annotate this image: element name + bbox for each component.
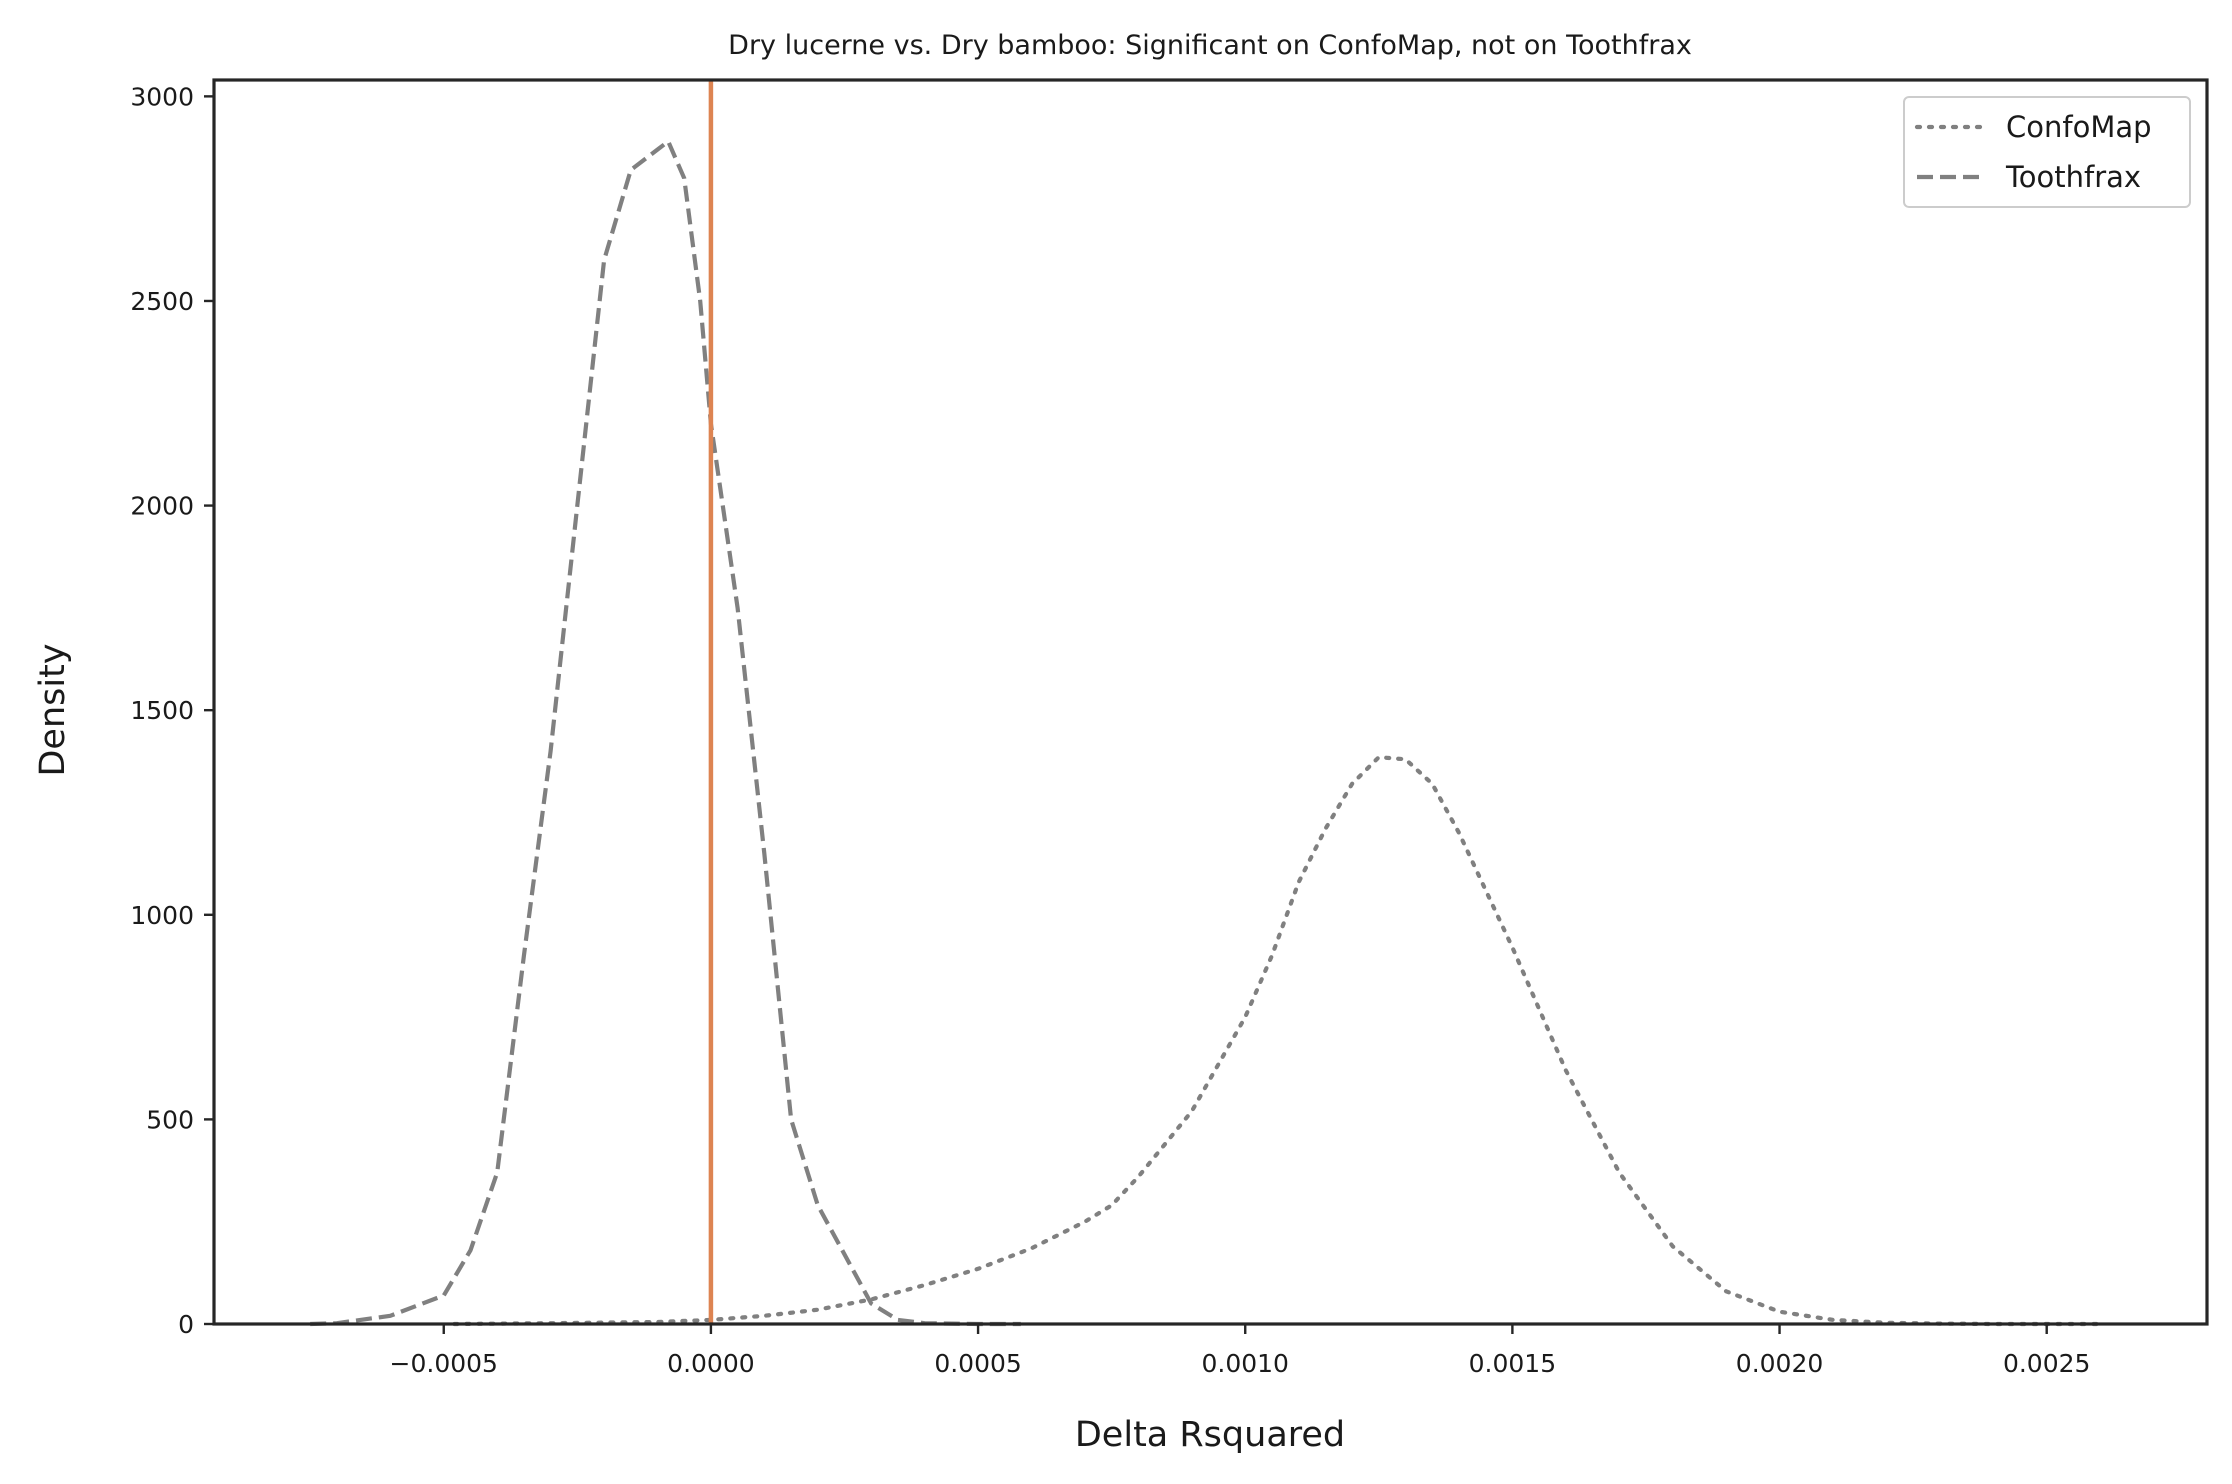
y-tick-label: 1000 (130, 901, 194, 930)
legend: ConfoMap Toothfrax (1903, 96, 2191, 208)
chart-title: Dry lucerne vs. Dry bamboo: Significant … (728, 30, 1692, 61)
x-tick-label: 0.0005 (934, 1349, 1021, 1378)
plot-frame (212, 78, 2209, 1326)
y-tick-label: 1500 (130, 696, 194, 725)
plot-area (310, 80, 2103, 1327)
x-tick-label: 0.0000 (667, 1349, 754, 1378)
x-axis: −0.0005 0.0000 0.0005 0.0010 0.0015 0.0020 0.0… (390, 1324, 2090, 1378)
x-tick-label: 0.0010 (1201, 1349, 1288, 1378)
y-tick-label: 3000 (130, 82, 194, 111)
x-tick-label: −0.0005 (390, 1349, 498, 1378)
x-tick-label: 0.0020 (1736, 1349, 1823, 1378)
series-line-toothfrax (310, 139, 1021, 1327)
legend-box (1903, 96, 2191, 208)
y-tick-label: 2500 (130, 287, 194, 316)
y-axis-label: Density (33, 643, 73, 776)
y-tick-label: 500 (146, 1105, 194, 1134)
y-tick-label: 0 (178, 1310, 194, 1339)
x-tick-label: 0.0015 (1469, 1349, 1556, 1378)
x-tick-label: 0.0025 (2003, 1349, 2090, 1378)
legend-label: Toothfrax (2005, 160, 2141, 194)
x-axis-label: Delta Rsquared (1075, 1415, 1345, 1455)
legend-label: ConfoMap (2006, 110, 2152, 144)
y-axis: 0 500 1000 1500 2000 2500 3000 (130, 82, 214, 1339)
y-tick-label: 2000 (130, 492, 194, 521)
series-line-confomap (452, 755, 2103, 1327)
